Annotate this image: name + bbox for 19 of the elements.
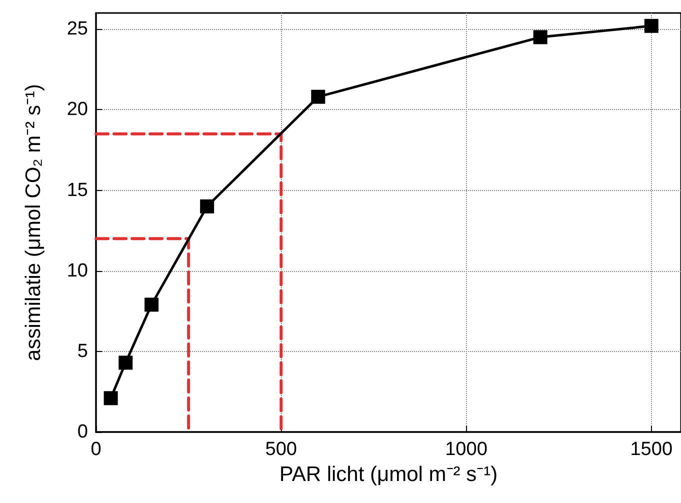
y-tick-label: 25 [66,18,88,40]
x-tick-label: 1000 [445,439,488,460]
y-tick-label: 15 [66,180,88,201]
x-tick-label: 0 [90,439,102,460]
x-axis-title: PAR licht (μmol m⁻² s⁻¹) [279,463,498,486]
x-tick-label: 1500 [630,439,673,460]
y-tick-label: 5 [77,340,88,362]
point [200,199,214,214]
point [118,356,133,370]
point [104,391,118,406]
x-tick-label: 500 [265,439,297,460]
y-tick-label: 10 [66,260,88,282]
point [311,90,326,104]
point [533,30,548,44]
point [644,18,658,33]
point [144,298,159,312]
y-tick-label: 0 [77,422,88,442]
y-tick-label: 20 [66,99,88,120]
y-axis-title: assimilatie (μmol CO₂ m⁻² s⁻¹) [22,84,45,361]
